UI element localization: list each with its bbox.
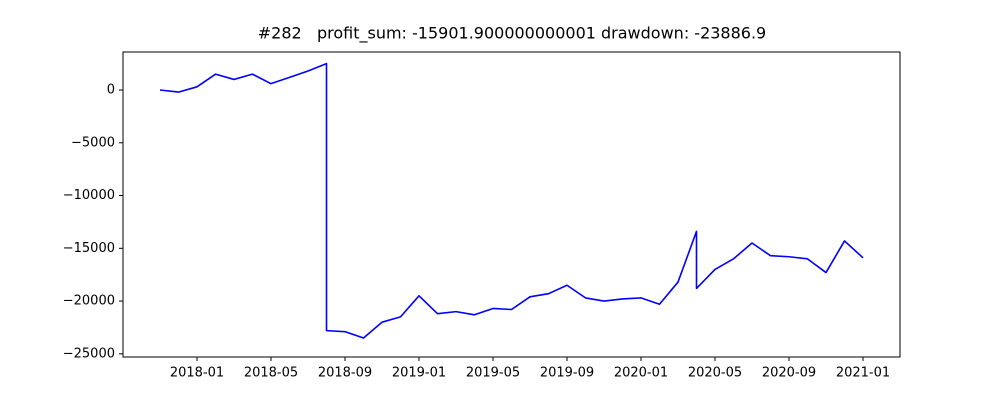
y-tick-label: −10000 xyxy=(63,188,115,203)
x-tick-label: 2019-05 xyxy=(466,366,520,381)
x-tick-label: 2019-01 xyxy=(392,366,446,381)
x-tick-label: 2020-05 xyxy=(688,366,742,381)
line-series xyxy=(159,62,864,339)
chart-title: #282 profit_sum: -15901.900000000001 dra… xyxy=(258,24,766,44)
x-tick-label: 2018-09 xyxy=(318,366,372,381)
y-tick-label: 0 xyxy=(107,82,115,97)
x-tick-label: 2018-01 xyxy=(170,366,224,381)
x-tick-label: 2021-01 xyxy=(836,366,890,381)
x-tick-label: 2020-09 xyxy=(762,366,816,381)
y-tick-label: −20000 xyxy=(63,294,115,309)
y-tick-label: −25000 xyxy=(63,346,115,361)
x-tick-label: 2019-09 xyxy=(540,366,594,381)
y-tick-label: −5000 xyxy=(71,135,115,150)
x-tick-label: 2018-05 xyxy=(244,366,298,381)
plot-frame xyxy=(122,51,901,358)
x-tick-label: 2020-01 xyxy=(614,366,668,381)
y-tick-label: −15000 xyxy=(63,241,115,256)
